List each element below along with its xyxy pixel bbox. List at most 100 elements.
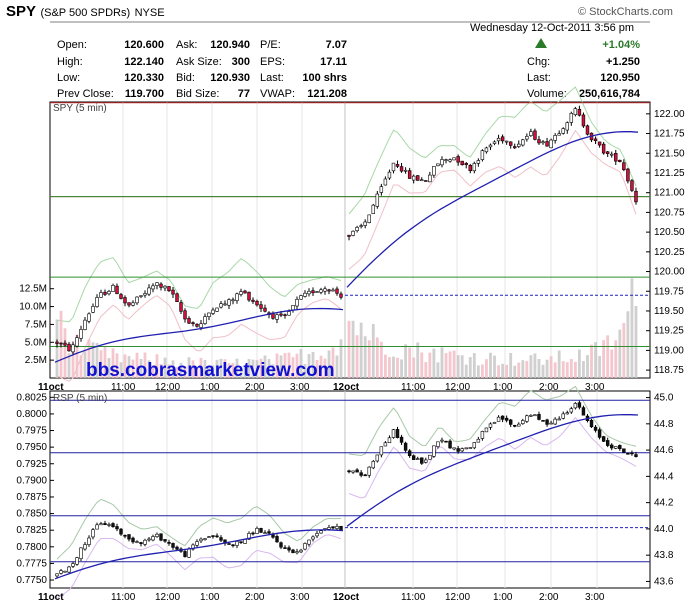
time-tick-label: 12oct [333,592,360,603]
volume-bar [99,350,103,378]
candle-body [375,193,380,207]
candle-body [618,445,622,450]
candle-body [521,139,525,146]
volume-bar [127,356,131,378]
candle-body [135,541,139,543]
price-tick-label: 122.00 [654,109,685,120]
candle-body [171,289,175,295]
volume-bar [452,350,456,378]
candle-body [167,286,171,292]
candle-body [307,539,311,545]
candle-body [107,291,111,295]
candle-body [251,532,255,535]
candle-body [195,323,199,327]
low-label: Low: [57,72,80,84]
volume-bar [179,362,183,378]
candle-body [311,290,315,294]
volume-bar [135,352,139,378]
volume-bar [610,349,614,378]
candle-body [444,159,448,161]
volume-bar [549,356,553,378]
candle-body [163,285,167,289]
time-tick-label: 3:00 [290,592,310,603]
candle-body [55,573,59,577]
volume-bar [235,358,239,378]
candle-body [610,444,614,449]
volume-bar [359,322,363,378]
candle-body [428,454,432,460]
candle-body [335,526,339,529]
spy-price-panel: 122.00 121.75 121.50 121.25 121.00 120.75 120.… [19,86,685,393]
candle-body [561,128,565,134]
candle-body [622,162,626,171]
candle-body [55,341,59,344]
time-tick-label: 11:00 [111,592,136,603]
candle-body [553,135,557,141]
volume-bar [255,360,259,378]
candle-body [399,166,404,172]
volume-bar [155,354,159,378]
candle-body [195,541,199,546]
candle-body [315,533,319,537]
candle-body [424,459,428,463]
vwap-value: 121.208 [307,88,347,100]
candle-body [151,536,155,541]
spy-bands [56,86,637,382]
rsp-time-ticks: 11oct 11:00 12:00 1:00 2:00 3:00 12oct 11:00 12:… [38,592,605,603]
volume-bar [472,353,476,378]
candle-body [367,214,371,223]
candle-body [315,291,319,293]
pe-value: 7.07 [326,39,347,51]
volume-bar [315,359,319,378]
last-size-label: Last: [260,72,284,84]
candle-body [147,287,151,295]
candle-body [383,178,388,186]
candle-body [143,293,147,296]
candle-body [484,427,489,433]
volume-bar [279,355,283,378]
candle-body [275,536,279,543]
volume-bar [247,359,251,378]
volume-bar [561,361,565,378]
volume-bar [231,362,235,378]
candle-body [187,548,191,558]
price-tick-label: 119.25 [654,326,684,337]
volume-bar [388,357,391,378]
volume-bar [513,365,517,378]
volume-bar [111,348,115,378]
volume-bar [199,357,203,378]
volume-bar [375,337,379,378]
candle-body [557,133,561,136]
volume-bar [529,355,533,378]
candle-body [508,141,513,146]
price-tick-label: 119.00 [654,345,684,356]
volume-bar [339,339,343,378]
candle-body [295,299,299,307]
volume-bar [223,359,227,378]
candle-body [63,570,67,573]
candle-body [243,539,247,544]
volume-bar [91,342,95,378]
volume-bar [404,344,408,378]
candle-body [203,316,207,324]
volume-bar [480,364,484,378]
volume-bar [577,349,581,378]
volume-bar [83,349,87,378]
volume-bar [367,340,371,378]
candle-body [203,538,207,540]
candle-body [319,530,323,534]
candle-body [199,323,203,328]
right-tick-label: 44.6 [654,445,674,456]
volume-tick-label: 2.5M [25,355,47,366]
candle-body [416,175,420,181]
volume-bar [195,367,199,378]
candle-body [251,299,255,302]
volume-bar [103,347,107,378]
eps-value: 17.11 [320,56,347,68]
candle-body [513,425,517,427]
candle-body [299,549,303,553]
volume-bar [489,352,492,378]
eps-label: EPS: [260,56,285,68]
band-upper-line [348,385,637,457]
volume-bar [541,364,545,378]
